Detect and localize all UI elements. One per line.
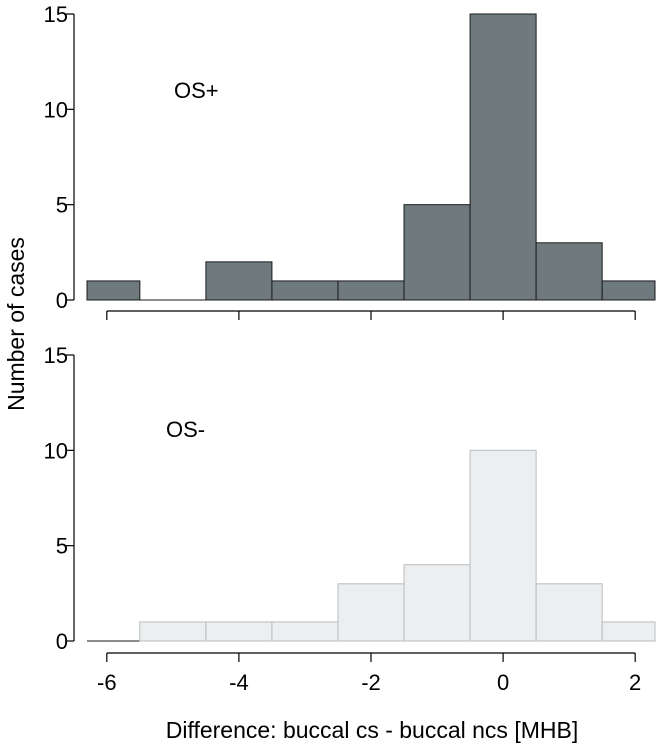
y-axis-title: Number of cases xyxy=(3,237,29,411)
y-tick-label: 0 xyxy=(56,288,68,313)
x-tick-label: -4 xyxy=(229,670,249,695)
y-tick-label: 0 xyxy=(56,629,68,654)
y-tick-label: 5 xyxy=(56,193,68,218)
histogram-bar xyxy=(469,449,537,642)
x-axis-title: Difference: buccal cs - buccal ncs [MHB] xyxy=(166,717,578,743)
y-tick-label: 5 xyxy=(56,534,68,559)
panel-os-minus: 0 5 10 15 OS- xyxy=(44,343,656,654)
panel-label: OS- xyxy=(166,417,205,442)
histogram-bar xyxy=(271,280,339,301)
y-tick-label: 10 xyxy=(44,438,68,463)
histogram-bar xyxy=(86,280,141,301)
histogram-bar xyxy=(271,621,339,642)
y-tick-label: 10 xyxy=(44,97,68,122)
y-tick-label: 15 xyxy=(44,2,68,27)
y-tick-label: 15 xyxy=(44,343,68,368)
x-tick-label: 0 xyxy=(497,670,509,695)
histogram-bar xyxy=(337,280,405,301)
histogram-bar xyxy=(337,583,405,642)
histogram-bar xyxy=(535,583,603,642)
histogram-bar xyxy=(535,242,603,301)
histogram-bar xyxy=(205,261,273,301)
x-tick-label: 2 xyxy=(629,670,641,695)
panel-label: OS+ xyxy=(174,78,219,103)
histogram-bar xyxy=(403,204,471,301)
x-tick-label: -6 xyxy=(97,670,117,695)
histogram-bar xyxy=(403,564,471,642)
histogram-bar xyxy=(601,621,656,642)
histogram-bar xyxy=(469,13,537,301)
histogram-bar xyxy=(601,280,656,301)
x-axis: -6 -4 -2 0 2 xyxy=(97,652,641,695)
panel-os-plus: 0 5 10 15 OS+ xyxy=(44,2,656,320)
histogram-bar xyxy=(205,621,273,642)
x-tick-label: -2 xyxy=(361,670,381,695)
histogram-bar xyxy=(139,621,207,642)
